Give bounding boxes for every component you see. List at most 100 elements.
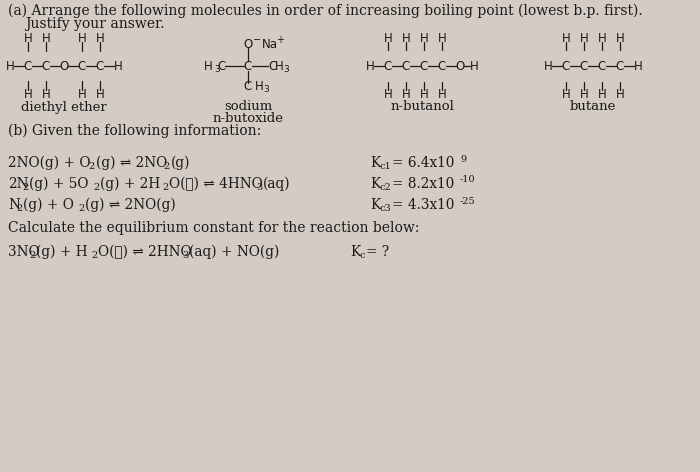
Text: -25: -25 — [460, 196, 475, 205]
Text: H: H — [113, 59, 122, 73]
Text: K: K — [370, 198, 380, 212]
Text: (b) Given the following information:: (b) Given the following information: — [8, 124, 261, 138]
Text: 2NO(g) + O: 2NO(g) + O — [8, 156, 90, 170]
Text: O: O — [456, 59, 465, 73]
Text: H: H — [438, 87, 447, 101]
Text: C: C — [616, 59, 624, 73]
Text: 3: 3 — [182, 251, 188, 260]
Text: n-butoxide: n-butoxide — [213, 112, 284, 126]
Text: C: C — [598, 59, 606, 73]
Text: 2: 2 — [162, 183, 168, 192]
Text: H: H — [438, 32, 447, 44]
Text: H: H — [544, 59, 552, 73]
Text: H: H — [384, 87, 393, 101]
Text: H: H — [365, 59, 375, 73]
Text: c2: c2 — [379, 183, 391, 192]
Text: c3: c3 — [379, 204, 391, 213]
Text: = 8.2x10: = 8.2x10 — [392, 177, 454, 191]
Text: O(ℓ) ⇌ 2HNO: O(ℓ) ⇌ 2HNO — [98, 245, 192, 259]
Text: C: C — [268, 59, 277, 73]
Text: = ?: = ? — [366, 245, 389, 259]
Text: C: C — [78, 59, 86, 73]
Text: H: H — [598, 32, 606, 44]
Text: 2: 2 — [88, 162, 95, 171]
Text: 2: 2 — [16, 204, 22, 213]
Text: H: H — [419, 32, 428, 44]
Text: 3: 3 — [256, 183, 262, 192]
Text: C: C — [384, 59, 392, 73]
Text: H: H — [419, 87, 428, 101]
Text: 2: 2 — [78, 204, 84, 213]
Text: H: H — [634, 59, 643, 73]
Text: 3: 3 — [263, 85, 269, 94]
Text: H: H — [384, 32, 393, 44]
Text: H: H — [615, 87, 624, 101]
Text: c1: c1 — [379, 162, 391, 171]
Text: C: C — [438, 59, 446, 73]
Text: H: H — [615, 32, 624, 44]
Text: H: H — [598, 87, 606, 101]
Text: H: H — [470, 59, 478, 73]
Text: 3: 3 — [283, 66, 288, 75]
Text: O: O — [244, 37, 253, 51]
Text: H: H — [561, 87, 570, 101]
Text: (a) Arrange the following molecules in order of increasing boiling point (lowest: (a) Arrange the following molecules in o… — [8, 4, 643, 18]
Text: H: H — [6, 59, 15, 73]
Text: C: C — [580, 59, 588, 73]
Text: C: C — [217, 59, 225, 73]
Text: sodium: sodium — [224, 101, 272, 113]
Text: (g) + O: (g) + O — [23, 198, 74, 212]
Text: H: H — [96, 87, 104, 101]
Text: H: H — [78, 87, 86, 101]
Text: Calculate the equilibrium constant for the reaction below:: Calculate the equilibrium constant for t… — [8, 221, 419, 235]
Text: Justify your answer.: Justify your answer. — [25, 17, 164, 31]
Text: +: + — [276, 35, 284, 45]
Text: 9: 9 — [460, 154, 466, 163]
Text: (aq): (aq) — [263, 177, 290, 191]
Text: H: H — [402, 87, 410, 101]
Text: K: K — [370, 156, 380, 170]
Text: O: O — [60, 59, 69, 73]
Text: 2: 2 — [93, 183, 99, 192]
Text: H: H — [204, 59, 212, 73]
Text: 2N: 2N — [8, 177, 29, 191]
Text: C: C — [244, 79, 252, 93]
Text: H: H — [41, 87, 50, 101]
Text: H: H — [580, 87, 589, 101]
Text: 2: 2 — [29, 251, 35, 260]
Text: H: H — [24, 87, 32, 101]
Text: H: H — [580, 32, 589, 44]
Text: (g): (g) — [171, 156, 190, 170]
Text: C: C — [562, 59, 570, 73]
Text: O(ℓ) ⇌ 4HNO: O(ℓ) ⇌ 4HNO — [169, 177, 262, 191]
Text: diethyl ether: diethyl ether — [21, 101, 107, 113]
Text: (aq) + NO(g): (aq) + NO(g) — [189, 245, 279, 259]
Text: 2: 2 — [91, 251, 97, 260]
Text: butane: butane — [570, 101, 616, 113]
Text: (g) + H: (g) + H — [36, 245, 88, 259]
Text: C: C — [24, 59, 32, 73]
Text: H: H — [96, 32, 104, 44]
Text: H: H — [41, 32, 50, 44]
Text: (g) ⇌ 2NO(g): (g) ⇌ 2NO(g) — [85, 198, 176, 212]
Text: Na: Na — [262, 37, 278, 51]
Text: −: − — [253, 35, 261, 45]
Text: H: H — [275, 59, 284, 73]
Text: -10: -10 — [460, 176, 475, 185]
Text: C: C — [42, 59, 50, 73]
Text: H: H — [402, 32, 410, 44]
Text: K: K — [370, 177, 380, 191]
Text: K: K — [350, 245, 360, 259]
Text: C: C — [244, 59, 252, 73]
Text: H: H — [78, 32, 86, 44]
Text: 2: 2 — [163, 162, 169, 171]
Text: H: H — [255, 79, 264, 93]
Text: H: H — [561, 32, 570, 44]
Text: c: c — [359, 251, 365, 260]
Text: C: C — [420, 59, 428, 73]
Text: C: C — [96, 59, 104, 73]
Text: n-butanol: n-butanol — [390, 101, 454, 113]
Text: 3: 3 — [214, 66, 220, 75]
Text: C: C — [402, 59, 410, 73]
Text: = 4.3x10: = 4.3x10 — [392, 198, 454, 212]
